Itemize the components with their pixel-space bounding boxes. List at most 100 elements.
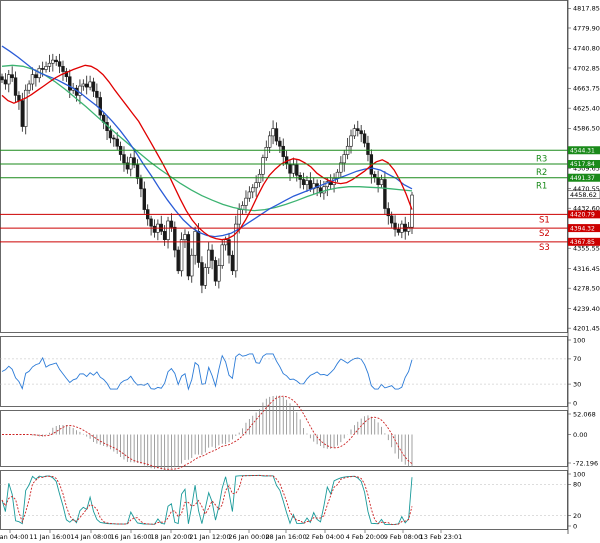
candle-body: [206, 249, 211, 268]
candle-body: [85, 83, 89, 88]
price-tick-label: 4201.45: [573, 324, 600, 332]
candle-body: [322, 186, 326, 194]
price-tick-label: 4316.45: [573, 265, 600, 273]
stochastic-tick-label: 100: [573, 470, 585, 478]
macd-signal-line: [2, 395, 413, 470]
candle-body: [40, 68, 45, 70]
candle-body: [359, 130, 363, 135]
price-tick-label: 4702.85: [573, 64, 600, 72]
ma-fast-line: [1, 64, 413, 241]
level-tag: [568, 237, 600, 246]
stochastic-tick-label: 0: [573, 522, 577, 530]
candle-body: [278, 140, 282, 147]
time-tick-label: 16 Jan 16:00: [110, 533, 151, 541]
candle-body: [373, 173, 377, 178]
candle-body: [217, 265, 221, 282]
candle-body: [244, 197, 248, 206]
candle-body: [267, 135, 272, 148]
macd-tick-label: 0.00: [573, 431, 587, 439]
candle-body: [339, 162, 343, 173]
candle-body: [179, 239, 184, 272]
candle-body: [142, 188, 147, 210]
candle-body: [162, 231, 167, 240]
price-tick-label: 4663.75: [573, 85, 600, 93]
candle-body: [352, 128, 357, 137]
time-tick-label: 14 Jan 08:00: [70, 533, 111, 541]
price-tick-label: 4278.50: [573, 284, 600, 292]
panel-frame: [0, 0, 568, 333]
level-tag-label: 4394.32: [570, 225, 595, 232]
price-tick-label: 4740.80: [573, 45, 600, 53]
panel-frame: [0, 410, 568, 467]
rsi-tick-label: 0: [573, 399, 577, 407]
candle-body: [57, 61, 62, 67]
candle-body: [386, 208, 390, 217]
candle-body: [376, 177, 380, 185]
candle-body: [264, 146, 268, 158]
candle-body: [132, 157, 136, 166]
price-tick-label: 4509.65: [573, 165, 600, 173]
candle-body: [64, 71, 69, 78]
candle-body: [91, 81, 96, 92]
candle-body: [95, 90, 99, 98]
time-tick-label: 9 Feb 08:00: [384, 533, 423, 541]
candle-body: [342, 154, 346, 164]
candle-body: [396, 228, 401, 233]
current-price-tag: [567, 190, 600, 200]
rsi-tick-label: 100: [573, 336, 585, 344]
level-tag-label: 4544.31: [570, 147, 595, 154]
panel-frame: [0, 336, 568, 407]
candle-body: [308, 180, 313, 190]
candle-body: [24, 89, 28, 127]
level-name-s3: S3: [539, 243, 550, 253]
candle-body: [210, 249, 214, 261]
candle-body: [318, 187, 323, 194]
candle-body: [305, 180, 309, 185]
level-tag: [568, 159, 600, 168]
level-tag: [568, 224, 600, 233]
candle-body: [108, 130, 113, 139]
candle-body: [68, 76, 72, 91]
candle-body: [234, 223, 238, 272]
level-tag-label: 4420.79: [570, 212, 595, 219]
candle-body: [271, 128, 275, 137]
candle-body: [410, 194, 414, 228]
stochastic-tick-label: 80: [573, 481, 581, 489]
candle-body: [247, 191, 252, 199]
current-price-label: 4458.62: [570, 191, 597, 199]
level-name-r1: R1: [536, 182, 547, 192]
candle-body: [169, 220, 174, 228]
candle-body: [257, 173, 262, 183]
candle-body: [356, 128, 360, 131]
price-axis: 4817.85 4779.90 4740.80 4702.85 4663.75 4625.…: [567, 0, 600, 534]
candle-body: [129, 157, 133, 170]
candle-body: [27, 83, 31, 91]
candle-body: [34, 74, 38, 79]
candle-body: [81, 83, 86, 87]
candle-body: [281, 145, 285, 157]
candle-body: [237, 209, 241, 225]
time-tick-label: 26 Jan 00:00: [228, 533, 269, 541]
candle-body: [406, 226, 411, 232]
candle-body: [379, 179, 384, 185]
candle-body: [196, 231, 201, 263]
level-tag-label: 4367.85: [570, 239, 595, 246]
candle-body: [227, 239, 231, 256]
candle-body: [389, 215, 394, 224]
macd-tick-label: -72.196: [573, 459, 598, 467]
rsi-tick-label: 30: [573, 380, 581, 388]
candle-body: [393, 222, 397, 230]
price-tick-label: 4817.85: [573, 5, 600, 13]
macd-panel: [2, 395, 413, 471]
candle-body: [230, 254, 235, 272]
level-tag-label: 4491.37: [570, 175, 595, 182]
candle-body: [383, 179, 387, 209]
candle-body: [166, 220, 170, 240]
candle-body: [135, 164, 140, 179]
candle-body: [17, 95, 21, 101]
stochastic-panel: [0, 474, 568, 525]
price-tick-label: 4470.55: [573, 185, 600, 193]
price-tick-label: 4625.40: [573, 104, 600, 112]
